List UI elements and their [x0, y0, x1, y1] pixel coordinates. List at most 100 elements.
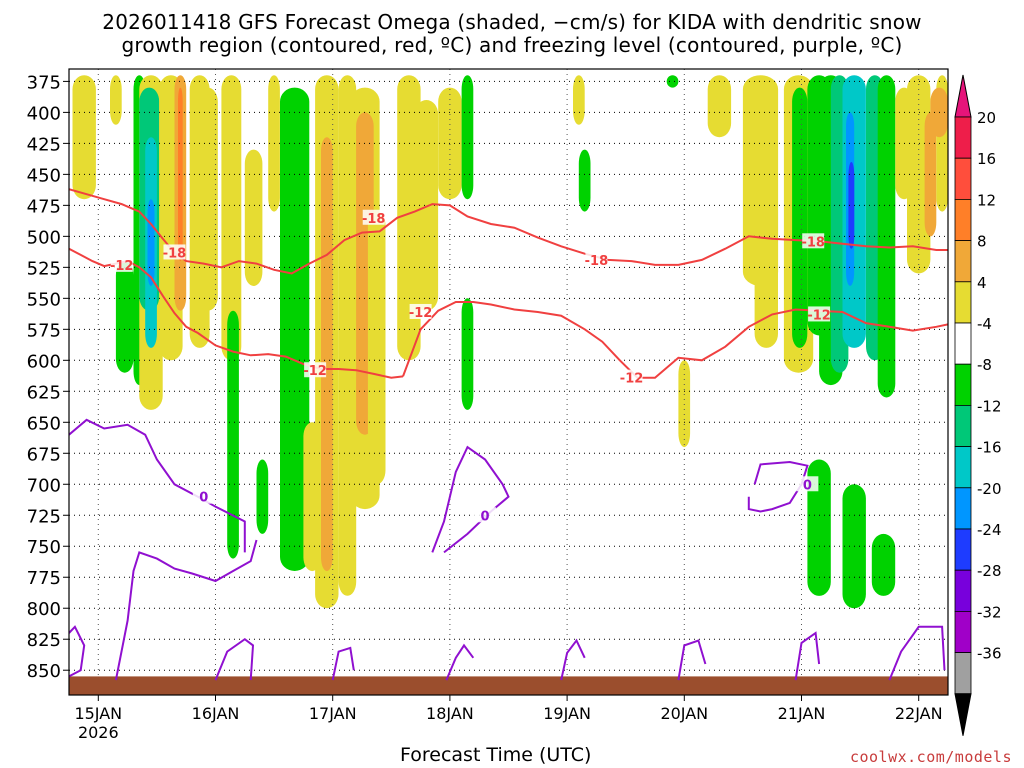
- y-tick-label: 850: [27, 661, 61, 682]
- y-tick-label: 725: [27, 506, 61, 527]
- contour-label-bg: [110, 256, 133, 272]
- omega-cell: [197, 87, 218, 311]
- contour-label: -18: [801, 235, 825, 250]
- omega-cell: [848, 162, 855, 249]
- omega-cell: [256, 459, 269, 534]
- omega-cell: [573, 75, 585, 125]
- y-tick-label: 825: [27, 630, 61, 651]
- contour-label-bg: [802, 233, 825, 249]
- x-axis: 15JAN 16JAN 17JAN 18JAN 19JAN 20JAN 21JAN 22JAN…: [74, 695, 943, 742]
- freezing-level-line: [69, 418, 246, 553]
- x-tick-label: 16JAN: [192, 704, 240, 723]
- freezing-level-label: 0: [199, 491, 208, 506]
- x-tick-label: 19JAN: [543, 704, 591, 723]
- colorbar-label: 20: [977, 109, 996, 127]
- freezing-level-line: [69, 625, 86, 678]
- freezing-level-line: [114, 539, 258, 681]
- x-tick-label: 21JAN: [778, 704, 826, 723]
- omega-cell: [461, 298, 474, 410]
- colorbar-box: [954, 487, 972, 530]
- colorbar-label: -20: [977, 480, 1002, 498]
- freezing-level-label: 0: [803, 478, 812, 493]
- omega-cell: [72, 75, 96, 200]
- omega-cell: [578, 149, 591, 212]
- freezing-level-line: [331, 646, 355, 681]
- colorbar-box: [954, 363, 972, 406]
- chart-title-line-2: growth region (contoured, red, ºC) and f…: [121, 33, 903, 57]
- x-tick-label: 18JAN: [426, 704, 474, 723]
- colorbar-box: [954, 116, 972, 159]
- omega-cell: [221, 75, 242, 361]
- x-axis-title: Forecast Time (UTC): [400, 744, 592, 766]
- omega-shading-layer: [72, 75, 948, 609]
- colorbar-box: [954, 157, 972, 200]
- colorbar-label: -16: [977, 439, 1002, 457]
- y-tick-label: 525: [27, 258, 61, 279]
- omega-cell: [227, 310, 239, 559]
- omega-cell: [178, 87, 183, 262]
- y-tick-label: 375: [27, 72, 61, 93]
- omega-cell: [924, 112, 937, 237]
- contour-label: -12: [303, 364, 327, 379]
- contour-label-bg: [362, 209, 385, 225]
- colorbar-label: 16: [977, 150, 996, 168]
- contour-label-bg: [304, 362, 327, 378]
- omega-cell: [707, 75, 732, 138]
- y-tick-label: 800: [27, 599, 61, 620]
- x-year-label: 2026: [78, 723, 119, 742]
- y-tick-label: 775: [27, 568, 61, 589]
- contour-labels: -18 -18 -18 -18 -12 -12 -12 -12 -12 0 0 0: [110, 209, 831, 524]
- colorbar-box: [954, 446, 972, 489]
- contour-label: -12: [409, 306, 433, 321]
- freezing-level-line: [445, 643, 475, 681]
- omega-cell: [754, 186, 778, 348]
- freezing-level-line: [888, 625, 946, 681]
- y-tick-label: 550: [27, 289, 61, 310]
- y-tick-label: 700: [27, 475, 61, 496]
- colorbar-box: [954, 528, 972, 571]
- colorbar-box: [954, 404, 972, 447]
- x-tick-label: 17JAN: [309, 704, 357, 723]
- y-tick-label: 675: [27, 444, 61, 465]
- contour-label: -18: [163, 246, 187, 261]
- chart-title-line-1: 2026011418 GFS Forecast Omega (shaded, −…: [102, 10, 922, 34]
- y-tick-label: 600: [27, 351, 61, 372]
- omega-cell: [414, 100, 439, 311]
- y-tick-label: 750: [27, 537, 61, 558]
- contour-label: -12: [807, 308, 831, 323]
- colorbar-label: -4: [977, 315, 992, 333]
- colorbar-box: [954, 611, 972, 654]
- contour-label: -18: [362, 212, 386, 227]
- contour-label-bg: [808, 306, 831, 322]
- colorbar-box: [954, 198, 972, 241]
- y-tick-label: 575: [27, 320, 61, 341]
- credit-text: coolwx.com/models: [849, 748, 1012, 766]
- freezing-level-line: [560, 638, 586, 681]
- colorbar: 20 16 12 8 4 -4 -8 -12 -16 -20 -24 -28 -32 -36: [954, 74, 1002, 736]
- terrain-strip: [69, 676, 948, 695]
- omega-cell: [110, 75, 122, 125]
- contour-label-bg: [620, 369, 643, 385]
- omega-cell: [792, 87, 808, 348]
- omega-cell: [321, 137, 333, 572]
- y-tick-label: 625: [27, 382, 61, 403]
- omega-cell: [244, 149, 263, 286]
- contour-label: -12: [620, 372, 644, 387]
- contour-label-bg: [192, 488, 215, 504]
- y-tick-label: 425: [27, 134, 61, 155]
- y-axis: 375 400 425 450 475 500 525 550 575 600 625 650 675 7…: [27, 72, 69, 682]
- contour-label-bg: [585, 251, 608, 267]
- colorbar-label: -8: [977, 356, 992, 374]
- terrain-layer: [69, 676, 948, 695]
- colorbar-label: -28: [977, 562, 1002, 580]
- freezing-level-contours: [69, 418, 946, 681]
- freezing-level-line: [747, 460, 809, 513]
- colorbar-box: [954, 569, 972, 612]
- contour-label-bg: [796, 476, 819, 492]
- omega-cell: [115, 261, 134, 373]
- omega-cell: [877, 75, 896, 398]
- freezing-level-line: [214, 637, 255, 681]
- colorbar-label: -32: [977, 603, 1002, 621]
- colorbar-label: 8: [977, 233, 987, 251]
